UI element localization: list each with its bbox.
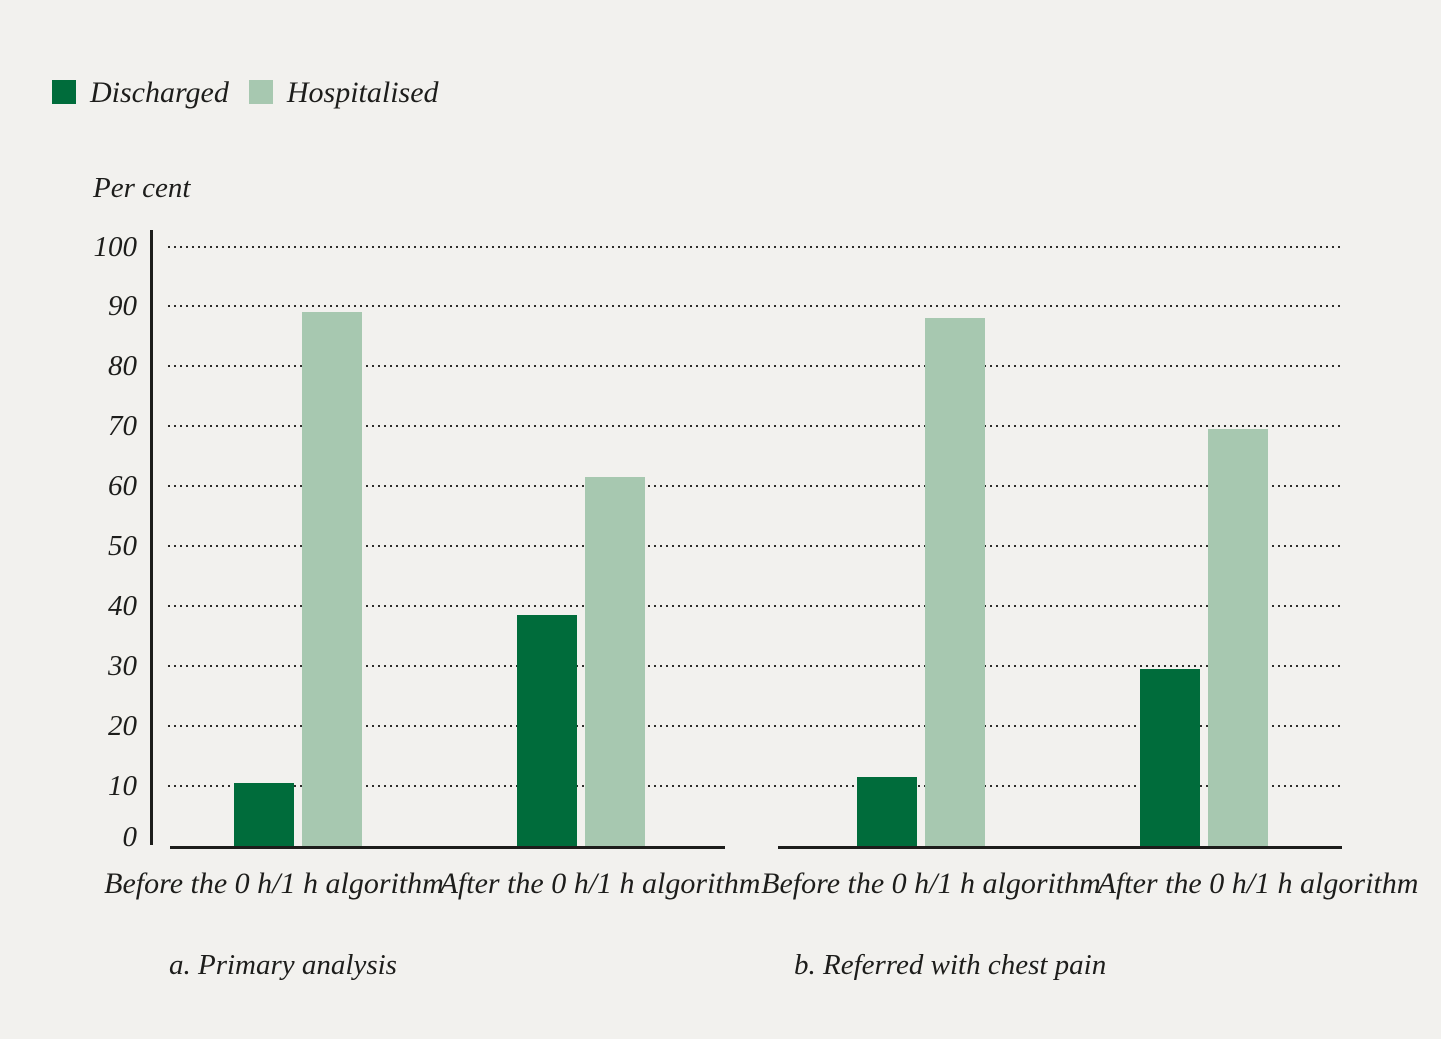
- gridline-90: [168, 305, 1343, 308]
- panel-caption: b. Referred with chest pain: [794, 949, 1107, 981]
- bar-discharged: [517, 615, 577, 846]
- y-axis-line: [150, 230, 153, 845]
- bar-hospitalised: [925, 318, 985, 846]
- gridline-30: [168, 665, 1343, 668]
- y-tick-label: 90: [108, 290, 137, 323]
- x-category-label: After the 0 h/1 h algorithm: [1097, 867, 1419, 900]
- y-tick-label: 70: [108, 410, 137, 443]
- legend-item-discharged: Discharged: [52, 76, 229, 108]
- gridline-10: [168, 785, 1343, 788]
- bar-hospitalised: [1208, 429, 1268, 846]
- panel-caption: a. Primary analysis: [169, 949, 397, 981]
- gridline-60: [168, 485, 1343, 488]
- y-tick-label: 30: [108, 650, 137, 683]
- bar-discharged: [857, 777, 917, 846]
- bar-hospitalised: [302, 312, 362, 846]
- gridline-100: [168, 245, 1343, 248]
- y-tick-label: 100: [93, 230, 138, 263]
- y-tick-label: 0: [122, 821, 138, 853]
- y-axis-title: Per cent: [93, 172, 191, 204]
- y-tick-label: 50: [108, 530, 137, 563]
- x-category-label: Before the 0 h/1 h algorithm: [761, 867, 1101, 900]
- legend-swatch-discharged-icon: [52, 80, 76, 104]
- gridline-50: [168, 545, 1343, 548]
- legend-swatch-hospitalised-icon: [248, 80, 273, 104]
- y-tick-label: 40: [108, 590, 137, 623]
- bar-discharged: [234, 783, 294, 846]
- x-category-label: After the 0 h/1 h algorithm: [439, 867, 761, 900]
- y-tick-label: 80: [108, 350, 137, 383]
- gridline-40: [168, 605, 1343, 608]
- y-tick-label: 10: [108, 770, 137, 803]
- y-tick-label: 20: [108, 710, 137, 743]
- legend-item-hospitalised: Hospitalised: [248, 76, 439, 109]
- gridline-80: [168, 365, 1343, 368]
- x-category-label: Before the 0 h/1 h algorithm: [104, 867, 444, 900]
- bar-hospitalised: [585, 477, 645, 846]
- legend-label-discharged: Discharged: [90, 76, 229, 109]
- y-tick-label: 60: [108, 470, 137, 503]
- bar-discharged: [1140, 669, 1200, 846]
- chart-legend: Discharged Hospitalised: [52, 76, 439, 108]
- gridline-70: [168, 425, 1343, 428]
- gridline-20: [168, 725, 1343, 728]
- x-axis-line: [778, 846, 1342, 849]
- legend-label-hospitalised: Hospitalised: [286, 76, 439, 109]
- x-axis-line: [170, 846, 725, 849]
